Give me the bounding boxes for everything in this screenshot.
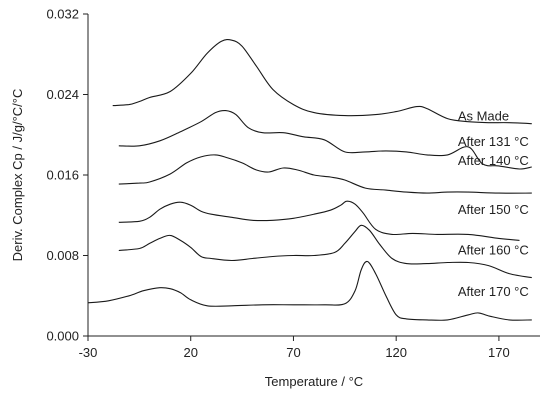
series-line bbox=[87, 260, 532, 321]
y-tick-label: 0.008 bbox=[46, 248, 79, 263]
series-line bbox=[112, 38, 532, 125]
y-axis-ticks: 0.000 0.008 0.016 0.024 0.032 bbox=[46, 7, 88, 344]
y-tick-label: 0.000 bbox=[46, 329, 79, 344]
x-tick-label: 20 bbox=[183, 345, 197, 360]
series-label: As Made bbox=[458, 109, 509, 124]
y-tick-label: 0.016 bbox=[46, 168, 79, 183]
x-tick-label: 70 bbox=[286, 345, 300, 360]
plot-area bbox=[87, 38, 532, 321]
x-axis-ticks: -30 20 70 120 170 bbox=[79, 336, 510, 360]
y-tick-label: 0.032 bbox=[46, 7, 79, 22]
series-labels: As Made After 131 °C After 140 °C After 150… bbox=[458, 109, 529, 299]
y-tick-label: 0.024 bbox=[46, 87, 79, 102]
series-label: After 170 °C bbox=[458, 284, 529, 299]
series-line bbox=[118, 109, 532, 170]
series-line bbox=[118, 224, 532, 279]
series-line bbox=[118, 154, 532, 194]
series-label: After 131 °C bbox=[458, 134, 529, 149]
series-label: After 160 °C bbox=[458, 242, 529, 257]
y-axis-title: Deriv. Complex Cp / J/g/°C/°C bbox=[10, 89, 25, 262]
series-line bbox=[118, 200, 520, 241]
series-label: After 150 °C bbox=[458, 202, 529, 217]
x-axis-title: Temperature / °C bbox=[265, 374, 363, 389]
x-tick-label: 170 bbox=[488, 345, 510, 360]
x-tick-label: -30 bbox=[79, 345, 98, 360]
x-tick-label: 120 bbox=[385, 345, 407, 360]
series-label: After 140 °C bbox=[458, 153, 529, 168]
